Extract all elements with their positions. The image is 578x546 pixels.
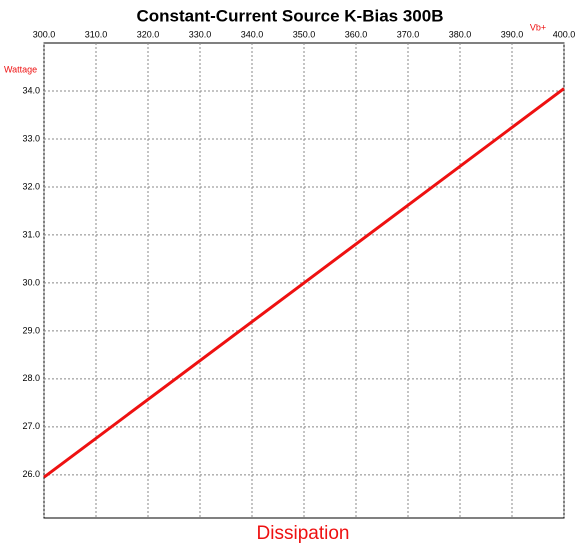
x-tick-label: 300.0 [33,29,56,39]
footer-label: Dissipation [257,523,350,544]
y-tick-label: 33.0 [22,133,40,143]
x-tick-label: 400.0 [553,29,576,39]
x-tick-label: 340.0 [241,29,264,39]
x-tick-label: 360.0 [345,29,368,39]
y-tick-label: 27.0 [22,421,40,431]
x-axis-label: Vb+ [530,22,546,32]
x-tick-label: 330.0 [189,29,212,39]
y-tick-label: 32.0 [22,181,40,191]
y-tick-label: 26.0 [22,469,40,479]
x-tick-label: 380.0 [449,29,472,39]
y-tick-label: 31.0 [22,229,40,239]
x-tick-label: 390.0 [501,29,524,39]
x-tick-label: 310.0 [85,29,108,39]
x-tick-label: 370.0 [397,29,420,39]
y-tick-label: 28.0 [22,373,40,383]
x-tick-label: 320.0 [137,29,160,39]
y-tick-label: 29.0 [22,325,40,335]
data-line [43,87,565,479]
chart-title: Constant-Current Source K-Bias 300B [136,6,443,25]
y-tick-label: 34.0 [22,85,40,95]
x-tick-label: 350.0 [293,29,316,39]
y-tick-label: 30.0 [22,277,40,287]
y-axis-label: Wattage [4,64,37,74]
